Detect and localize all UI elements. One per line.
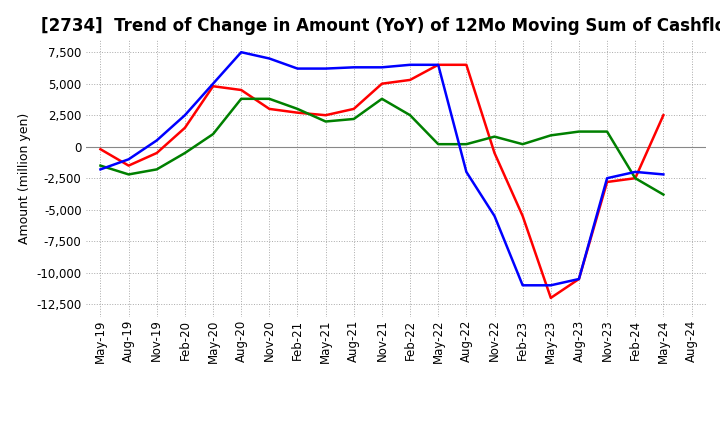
Investing Cashflow (96, 163, 105, 168)
Operating Cashflow (237, 88, 246, 93)
Free Cashflow (349, 65, 358, 70)
Operating Cashflow (434, 62, 443, 67)
Operating Cashflow (575, 276, 583, 282)
Operating Cashflow (518, 213, 527, 219)
Free Cashflow (209, 81, 217, 86)
Operating Cashflow (406, 77, 415, 83)
Operating Cashflow (377, 81, 386, 86)
Investing Cashflow (181, 150, 189, 156)
Operating Cashflow (349, 106, 358, 111)
Investing Cashflow (125, 172, 133, 177)
Investing Cashflow (209, 132, 217, 137)
Free Cashflow (575, 276, 583, 282)
Free Cashflow (377, 65, 386, 70)
Investing Cashflow (631, 176, 639, 181)
Free Cashflow (490, 213, 499, 219)
Operating Cashflow (546, 295, 555, 301)
Line: Free Cashflow: Free Cashflow (101, 52, 663, 285)
Investing Cashflow (293, 106, 302, 111)
Operating Cashflow (321, 113, 330, 118)
Investing Cashflow (237, 96, 246, 102)
Investing Cashflow (575, 129, 583, 134)
Operating Cashflow (293, 110, 302, 115)
Investing Cashflow (518, 142, 527, 147)
Operating Cashflow (659, 113, 667, 118)
Operating Cashflow (153, 150, 161, 156)
Free Cashflow (406, 62, 415, 67)
Investing Cashflow (659, 192, 667, 197)
Investing Cashflow (321, 119, 330, 124)
Free Cashflow (321, 66, 330, 71)
Free Cashflow (434, 62, 443, 67)
Free Cashflow (631, 169, 639, 175)
Operating Cashflow (462, 62, 471, 67)
Investing Cashflow (490, 134, 499, 139)
Free Cashflow (462, 169, 471, 175)
Free Cashflow (659, 172, 667, 177)
Operating Cashflow (603, 180, 611, 185)
Investing Cashflow (546, 133, 555, 138)
Free Cashflow (546, 282, 555, 288)
Free Cashflow (293, 66, 302, 71)
Free Cashflow (181, 113, 189, 118)
Free Cashflow (153, 138, 161, 143)
Free Cashflow (125, 157, 133, 162)
Operating Cashflow (265, 106, 274, 111)
Investing Cashflow (406, 113, 415, 118)
Operating Cashflow (490, 150, 499, 156)
Line: Investing Cashflow: Investing Cashflow (101, 99, 663, 194)
Operating Cashflow (181, 125, 189, 130)
Line: Operating Cashflow: Operating Cashflow (101, 65, 663, 298)
Investing Cashflow (377, 96, 386, 102)
Operating Cashflow (209, 84, 217, 89)
Free Cashflow (518, 282, 527, 288)
Investing Cashflow (153, 167, 161, 172)
Investing Cashflow (434, 142, 443, 147)
Investing Cashflow (265, 96, 274, 102)
Y-axis label: Amount (million yen): Amount (million yen) (18, 113, 31, 244)
Investing Cashflow (462, 142, 471, 147)
Operating Cashflow (631, 176, 639, 181)
Investing Cashflow (349, 116, 358, 121)
Investing Cashflow (603, 129, 611, 134)
Operating Cashflow (96, 147, 105, 152)
Operating Cashflow (125, 163, 133, 168)
Title: [2734]  Trend of Change in Amount (YoY) of 12Mo Moving Sum of Cashflows: [2734] Trend of Change in Amount (YoY) o… (41, 17, 720, 35)
Free Cashflow (603, 176, 611, 181)
Free Cashflow (96, 167, 105, 172)
Free Cashflow (265, 56, 274, 61)
Free Cashflow (237, 50, 246, 55)
